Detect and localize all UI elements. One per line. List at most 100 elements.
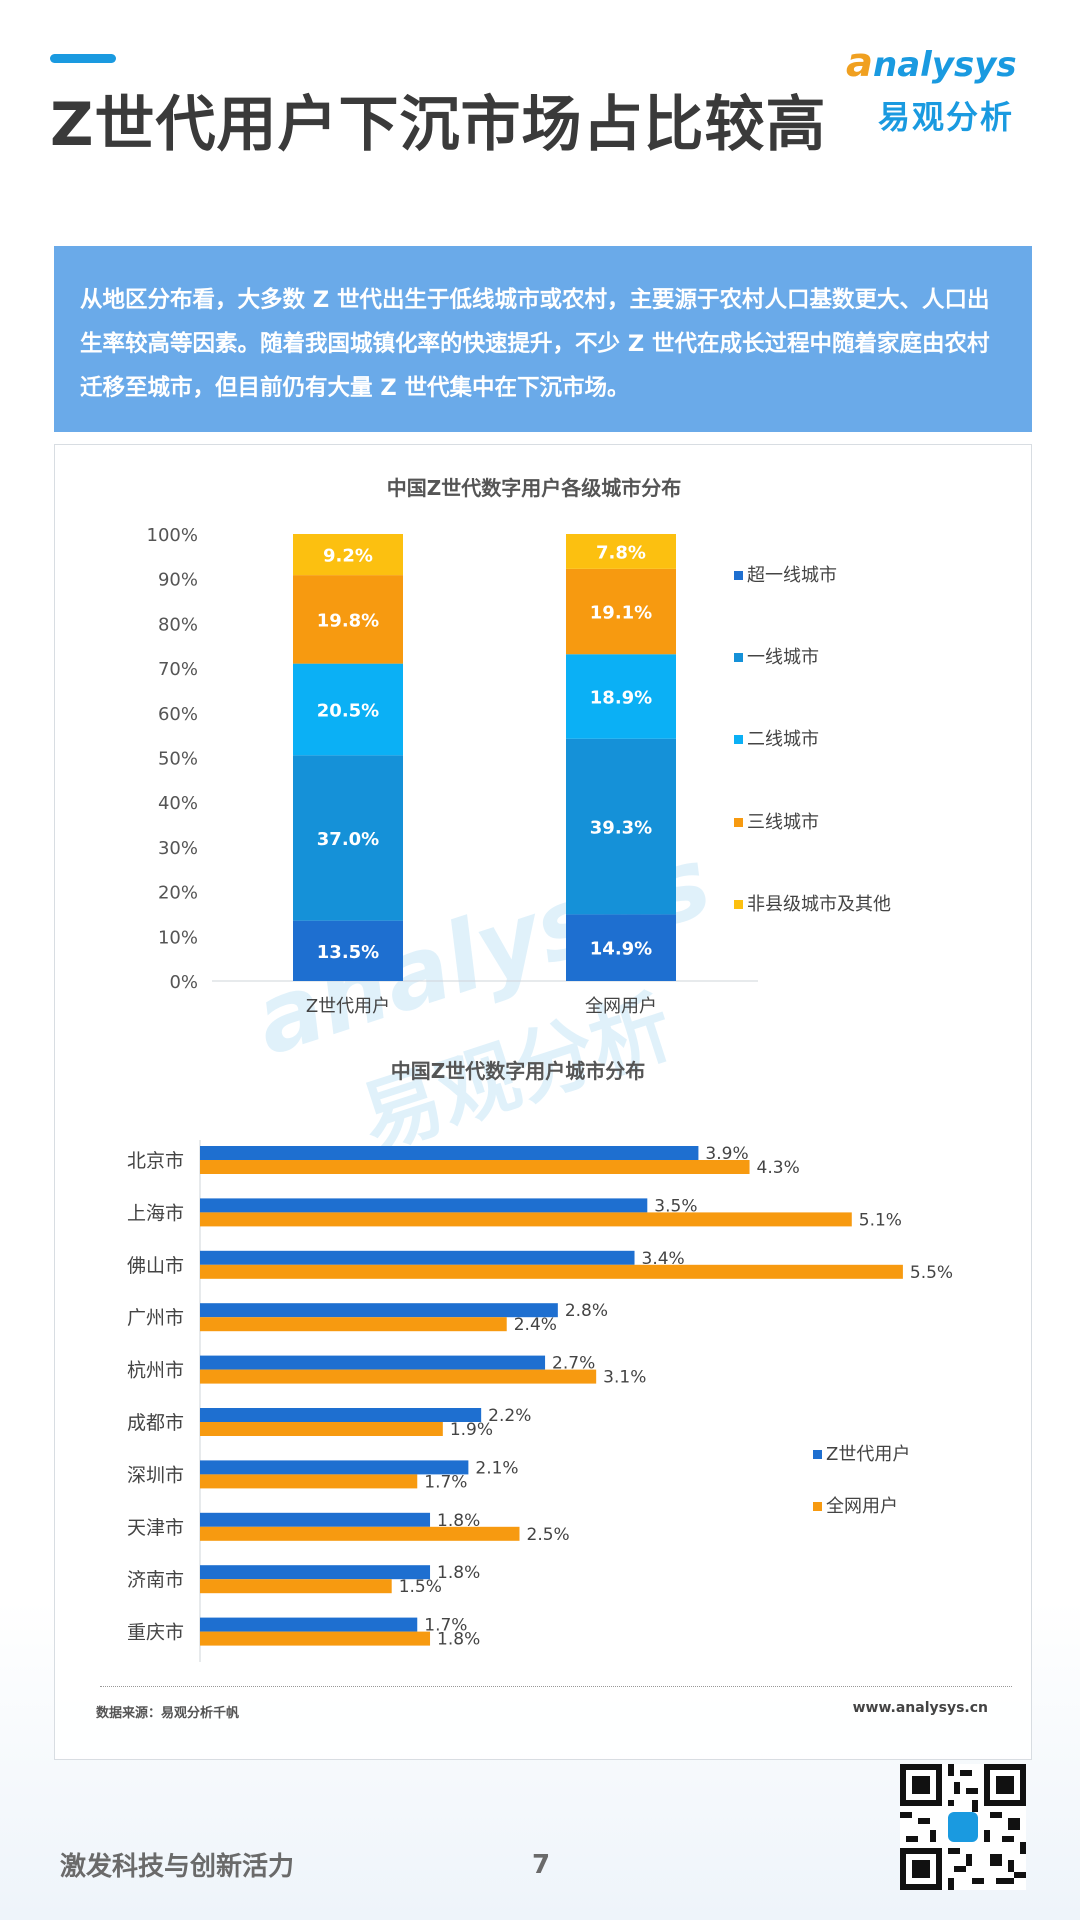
stacked-bar-value-label: 13.5% [317,942,379,963]
qr-code-icon [900,1764,1026,1890]
city-bar [200,1474,418,1489]
city-label: 广州市 [127,1307,184,1329]
intro-box: 从地区分布看，大多数 Z 世代出生于低线城市或农村，主要源于农村人口基数更大、人… [54,246,1032,432]
x-category-label: 全网用户 [585,996,657,1017]
city-bar-value-label: 5.5% [910,1263,953,1283]
y-tick-label: 0% [169,972,198,993]
logo-wordmark: analysys [846,40,1017,86]
city-bar-value-label: 2.4% [514,1315,557,1335]
y-tick-label: 70% [158,659,198,680]
city-bar-value-label: 2.5% [527,1525,570,1545]
city-bar-value-label: 5.1% [859,1210,902,1230]
logo-wordmark-rest: nalysys [873,45,1017,85]
source-divider [100,1686,1012,1687]
city-bar-value-label: 1.8% [437,1630,480,1650]
intro-text: 从地区分布看，大多数 Z 世代出生于低线城市或农村，主要源于农村人口基数更大、人… [80,287,990,401]
city-bar [200,1617,418,1632]
stacked-bar-value-label: 19.8% [317,610,379,631]
page-number: 7 [532,1850,551,1880]
stacked-bar-value-label: 20.5% [317,700,379,721]
city-bar [200,1250,635,1265]
city-bar-value-label: 2.2% [488,1406,531,1426]
legend-swatch [734,735,743,744]
city-label: 济南市 [127,1569,184,1591]
stacked-bar-segment [293,663,403,756]
stacked-bar-value-label: 14.9% [590,939,652,960]
legend-label: 非县级城市及其他 [747,894,891,915]
legend-swatch [734,818,743,827]
page-title: Z世代用户下沉市场占比较高 [50,90,827,160]
city-label: 北京市 [127,1150,184,1172]
city-bar-value-label: 3.4% [642,1249,685,1269]
footer-slogan: 激发科技与创新活力 [60,1852,295,1882]
y-tick-label: 100% [147,525,198,546]
horizontal-chart-bars: 3.9% 4.3% 3.5% 5.1% 3.4% 5.5% 2.8% 2.4% 2.7% 3.1%… [200,1144,953,1650]
stacked-bar-segment [293,534,403,576]
horizontal-chart-title: 中国Z世代数字用户城市分布 [391,1059,646,1083]
stacked-chart-bars: 13.5% 37.0% 20.5% 19.8% 9.2% Z世代用户 14.9% 39.3% 1… [293,534,676,1017]
stacked-bar-value-label: 7.8% [596,542,646,563]
city-bar [200,1422,443,1436]
logo-chinese-name: 易观分析 [878,98,1015,136]
city-bar [200,1565,431,1580]
y-tick-label: 60% [158,704,198,725]
legend-label: Z世代用户 [826,1444,910,1465]
city-label: 成都市 [127,1412,184,1434]
city-bar [200,1512,431,1527]
y-tick-label: 50% [158,749,198,770]
city-bar-value-label: 1.7% [424,1472,467,1492]
legend-label: 全网用户 [826,1496,898,1517]
city-bar [200,1198,648,1213]
city-bar-value-label: 2.8% [565,1301,608,1321]
city-label: 杭州市 [127,1360,184,1382]
legend-swatch [813,1450,822,1459]
city-bar [200,1631,431,1646]
city-bar [200,1212,852,1227]
stacked-bar-segment [566,568,676,655]
legend-swatch [734,900,743,909]
y-tick-label: 80% [158,614,198,635]
stacked-bar-segment [293,920,403,981]
y-tick-label: 10% [158,927,198,948]
city-bar [200,1317,507,1332]
y-tick-label: 20% [158,883,198,904]
city-bar-value-label: 1.7% [424,1616,467,1636]
legend-swatch [813,1502,822,1511]
y-tick-label: 30% [158,838,198,859]
data-source: 数据来源：易观分析千帆 [96,1706,240,1721]
website-link[interactable]: www.analysys.cn [852,1700,988,1716]
city-bar [200,1355,546,1370]
legend-label: 二线城市 [747,729,819,750]
y-tick-label: 40% [158,793,198,814]
logo-wordmark-lead: a [846,40,873,86]
city-bar-value-label: 1.5% [399,1577,442,1597]
title-accent-bar [50,54,116,63]
stacked-bar-segment [566,914,676,981]
stacked-bar-value-label: 37.0% [317,829,379,850]
city-label: 重庆市 [127,1622,184,1644]
stacked-bar-value-label: 39.3% [590,818,652,839]
stacked-bar-segment [293,755,403,921]
city-bar [200,1264,903,1279]
city-label: 天津市 [127,1517,184,1539]
city-bar-value-label: 3.5% [654,1196,697,1216]
city-bar-value-label: 1.8% [437,1563,480,1583]
city-bar [200,1146,699,1160]
city-bar-value-label: 2.7% [552,1354,595,1374]
city-bar-value-label: 3.1% [603,1368,646,1388]
stacked-bar-value-label: 9.2% [323,546,373,567]
city-label: 佛山市 [127,1255,184,1277]
city-label: 深圳市 [127,1464,184,1486]
stacked-chart-axes: 0% 10% 20% 30% 40% 50% 60% 70% 80% 90% 100% [147,525,758,993]
stacked-bar-segment [293,575,403,664]
legend-swatch [734,653,743,662]
x-category-label: Z世代用户 [306,996,390,1017]
city-bar [200,1579,392,1594]
stacked-bar-segment [566,738,676,915]
city-bar-value-label: 4.3% [757,1158,800,1178]
city-bar-value-label: 3.9% [705,1144,748,1164]
stacked-bar-segment [566,654,676,739]
city-bar-value-label: 2.1% [475,1458,518,1478]
